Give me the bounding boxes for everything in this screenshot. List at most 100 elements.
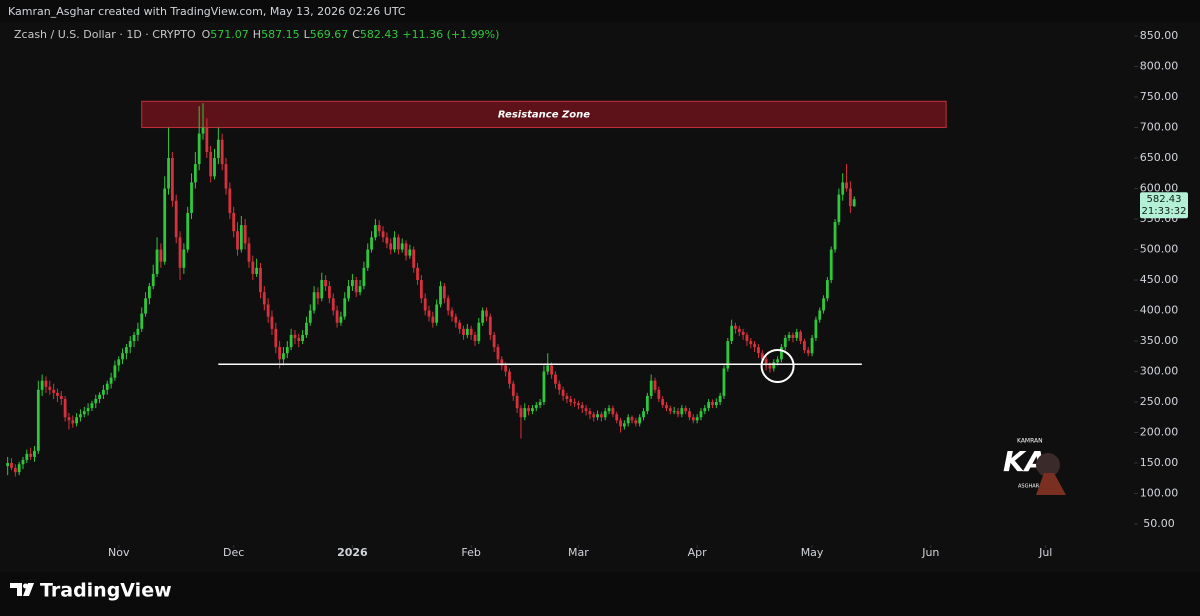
candle-body xyxy=(795,331,799,338)
candle-body xyxy=(400,243,404,250)
candle-body xyxy=(339,316,343,323)
candle-body xyxy=(13,467,17,473)
candle-body xyxy=(98,394,101,399)
candle-body xyxy=(232,212,236,232)
candle-body xyxy=(634,420,638,424)
candle-body xyxy=(500,359,504,366)
candle-body xyxy=(197,133,201,165)
candle-body xyxy=(661,398,665,406)
candle-body xyxy=(351,280,354,287)
candle-body xyxy=(508,371,511,384)
candle-body xyxy=(431,316,435,323)
candle-body xyxy=(255,267,259,274)
candle-body xyxy=(109,377,113,384)
candle-body xyxy=(186,212,190,250)
candle-body xyxy=(427,310,431,317)
candle-body xyxy=(653,380,657,390)
candle-body xyxy=(113,365,117,378)
candle-body xyxy=(707,402,711,409)
candle-body xyxy=(377,225,381,232)
footer-band xyxy=(0,572,1200,616)
candle-body xyxy=(672,411,676,413)
x-tick-label: Jul xyxy=(1038,546,1052,559)
candle-body xyxy=(121,353,124,360)
candle-body xyxy=(358,286,362,293)
candle-body xyxy=(308,310,312,323)
candle-body xyxy=(630,417,634,421)
candle-body xyxy=(446,298,450,311)
candle-body xyxy=(837,194,841,223)
candle-body xyxy=(370,237,373,250)
candle-body xyxy=(205,127,209,152)
candle-body xyxy=(209,151,213,177)
x-tick-label: Nov xyxy=(108,546,130,559)
candle-body xyxy=(366,249,370,268)
candle-body xyxy=(657,389,661,399)
candle-body xyxy=(320,280,324,299)
candle-body xyxy=(331,298,335,311)
candle-body xyxy=(829,249,833,281)
candle-body xyxy=(419,280,423,299)
candle-body xyxy=(588,411,592,415)
candle-body xyxy=(301,334,305,342)
candle-body xyxy=(737,328,741,332)
candle-body xyxy=(393,237,396,250)
candle-body xyxy=(102,389,105,395)
candle-body xyxy=(783,337,787,348)
candle-body xyxy=(408,249,412,256)
ohlc-label: C xyxy=(352,28,360,41)
candle-body xyxy=(749,341,753,345)
tradingview-logo: TradingView xyxy=(10,580,172,602)
candle-body xyxy=(266,304,270,317)
candle-body xyxy=(228,188,232,213)
candle-body xyxy=(396,237,400,250)
candle-body xyxy=(86,408,90,412)
candle-body xyxy=(714,402,718,406)
candle-body xyxy=(381,231,385,238)
candle-body xyxy=(324,280,327,287)
candle-body xyxy=(136,328,140,335)
candle-body xyxy=(132,334,136,342)
footer-logo: TradingView xyxy=(40,580,172,602)
x-tick-label: Jun xyxy=(921,546,939,559)
candle-body xyxy=(845,182,848,189)
candle-body xyxy=(703,408,707,412)
y-tick-label: 800.00 xyxy=(1140,60,1179,73)
x-tick-label: Apr xyxy=(688,546,708,559)
candle-body xyxy=(665,405,668,409)
candle-body xyxy=(285,347,289,354)
candle-body xyxy=(144,298,147,314)
candle-body xyxy=(596,414,599,418)
y-tick-label: 400.00 xyxy=(1140,304,1179,317)
candle-body xyxy=(496,347,500,360)
candle-body xyxy=(649,380,653,396)
candle-body xyxy=(554,374,557,384)
candle-body xyxy=(730,325,734,342)
candle-body xyxy=(147,286,151,299)
candle-body xyxy=(67,417,71,421)
candle-body xyxy=(224,164,228,189)
candle-body xyxy=(465,328,469,335)
candle-body xyxy=(174,200,178,238)
candle-body xyxy=(684,408,688,412)
candle-body xyxy=(25,453,29,460)
candle-body xyxy=(29,453,33,457)
candle-body xyxy=(803,341,806,351)
candle-body xyxy=(488,316,492,335)
candle-body xyxy=(167,158,170,189)
candle-body xyxy=(695,417,699,421)
candle-body xyxy=(477,322,481,342)
candle-body xyxy=(680,408,684,415)
candle-body xyxy=(454,316,458,323)
candle-body xyxy=(584,408,588,412)
candle-body xyxy=(573,402,576,404)
candle-body xyxy=(155,249,159,274)
candle-body xyxy=(527,408,531,412)
candle-body xyxy=(442,286,446,299)
candle-body xyxy=(259,267,262,293)
candle-body xyxy=(354,280,358,293)
candle-body xyxy=(473,334,477,342)
candle-body xyxy=(17,464,21,473)
candle-body xyxy=(642,411,645,418)
